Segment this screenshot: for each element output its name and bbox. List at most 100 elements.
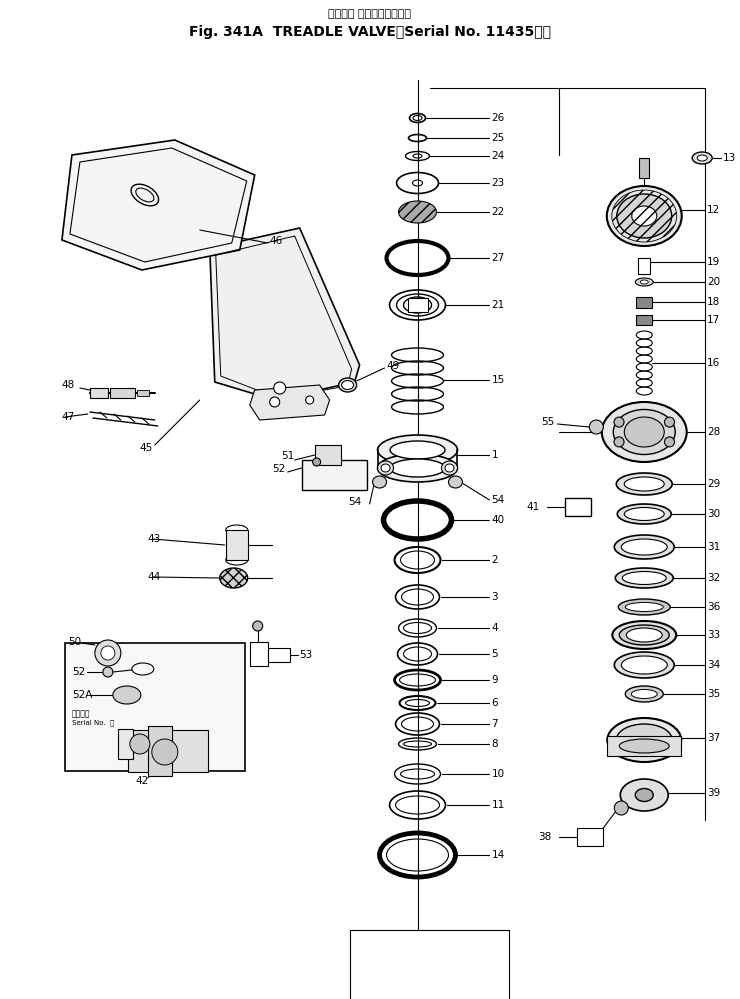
Ellipse shape [692,152,712,164]
Ellipse shape [617,194,672,238]
Text: 6: 6 [491,698,498,708]
Text: 10: 10 [491,769,505,779]
Text: 30: 30 [707,509,720,519]
Text: 12: 12 [707,205,721,215]
Bar [565,498,591,516]
Bar [314,445,340,465]
Ellipse shape [619,625,669,645]
Circle shape [665,418,674,428]
Circle shape [589,420,603,434]
Text: 32: 32 [707,573,721,583]
Ellipse shape [620,779,668,811]
Circle shape [130,734,149,754]
Bar [636,315,652,325]
Text: 15: 15 [491,375,505,385]
Ellipse shape [622,656,667,674]
Ellipse shape [631,689,657,698]
Text: 26: 26 [491,113,505,123]
Text: 31: 31 [707,542,721,552]
Ellipse shape [377,435,457,465]
Ellipse shape [377,454,457,482]
Bar [577,828,603,846]
Bar [636,297,652,308]
Bar [226,530,248,560]
Text: 54: 54 [491,495,505,505]
Ellipse shape [612,621,676,649]
Circle shape [95,640,121,666]
Text: 52: 52 [72,667,85,677]
Ellipse shape [635,788,653,801]
Ellipse shape [625,477,665,491]
Text: 42: 42 [136,776,149,786]
Polygon shape [249,385,329,420]
Text: 16: 16 [707,358,721,368]
Circle shape [614,418,624,428]
Ellipse shape [635,278,653,286]
Ellipse shape [342,381,354,390]
Text: Fig. 341A  TREADLE VALVE（Serial No. 11435～）: Fig. 341A TREADLE VALVE（Serial No. 11435… [189,25,551,39]
Circle shape [152,739,178,765]
Ellipse shape [390,441,445,459]
Ellipse shape [640,280,648,284]
Text: 17: 17 [707,315,721,325]
Circle shape [614,801,628,815]
Ellipse shape [381,464,390,472]
Ellipse shape [602,402,687,462]
Text: 52: 52 [272,464,285,474]
Bar [249,642,268,666]
Text: 7: 7 [491,719,498,729]
Text: 29: 29 [707,479,721,489]
Circle shape [614,437,624,447]
Ellipse shape [616,724,672,756]
Circle shape [103,667,113,677]
Text: 52A: 52A [72,690,92,700]
Circle shape [312,458,320,466]
Ellipse shape [626,628,662,642]
Text: 41: 41 [526,502,539,512]
Text: 43: 43 [148,534,161,544]
Ellipse shape [113,686,141,704]
Text: Serial No.  ～: Serial No. ～ [72,719,114,726]
Text: 40: 40 [491,515,505,525]
Circle shape [274,382,286,394]
Text: 適用号機: 適用号機 [72,709,90,718]
Text: Serial No. 11435～: Serial No. 11435～ [303,477,366,484]
Text: 22: 22 [491,207,505,217]
Ellipse shape [622,539,667,555]
Text: 11: 11 [491,800,505,810]
Ellipse shape [220,568,248,588]
Ellipse shape [614,535,674,559]
Ellipse shape [619,739,669,753]
Bar [268,648,289,662]
Ellipse shape [625,417,665,447]
Text: 21: 21 [491,300,505,310]
Ellipse shape [622,571,666,584]
Bar [148,726,172,776]
Circle shape [101,646,115,660]
Text: 53: 53 [300,650,313,660]
Text: 3: 3 [491,592,498,602]
Ellipse shape [607,186,682,246]
Bar [65,643,245,771]
Text: 51: 51 [282,451,295,461]
Bar [608,736,682,756]
Text: 4: 4 [491,623,498,633]
Bar [118,729,133,759]
Text: 25: 25 [491,133,505,143]
Text: 13: 13 [723,153,736,163]
Text: 14: 14 [491,850,505,860]
Text: 39: 39 [707,788,721,798]
Bar [137,390,149,396]
Text: 2: 2 [491,555,498,565]
Text: 45: 45 [140,443,153,453]
Ellipse shape [377,461,394,475]
Text: 8: 8 [491,739,498,749]
Ellipse shape [614,652,674,678]
Text: 48: 48 [62,380,75,390]
Text: 33: 33 [707,630,721,640]
Ellipse shape [697,155,707,161]
Text: 19: 19 [707,257,721,267]
Ellipse shape [445,464,454,472]
Text: 54: 54 [349,497,362,507]
Text: 5: 5 [491,649,498,659]
